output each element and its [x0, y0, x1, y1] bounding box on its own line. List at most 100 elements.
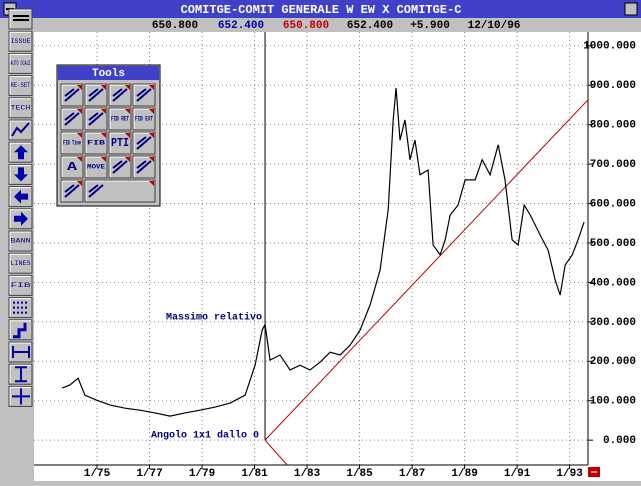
tool-button[interactable]	[8, 97, 33, 119]
y-tick-label: 600.000	[590, 198, 636, 210]
y-tick-label: 100.000	[590, 396, 636, 408]
toolbar-label: BANN	[11, 238, 32, 245]
quote-value: 652.400	[347, 20, 393, 32]
y-tick-label: 400.000	[590, 277, 636, 289]
quote-value: 650.800	[152, 20, 198, 32]
button-bevel	[85, 180, 154, 201]
toolbar-icon	[15, 366, 27, 383]
tool-button[interactable]	[84, 155, 108, 179]
annotation: Massimo relativo	[166, 312, 262, 324]
palette-corner	[149, 109, 154, 114]
toolbar-icon	[13, 301, 29, 314]
button-bevel	[9, 298, 31, 317]
tool-button[interactable]	[60, 131, 84, 155]
quote-value: 12/10/96	[468, 20, 521, 32]
palette-icon	[64, 88, 80, 102]
tool-button[interactable]	[8, 274, 33, 296]
button-bevel	[133, 132, 154, 153]
palette-icon	[112, 88, 128, 102]
y-tick-label: 200.000	[590, 356, 636, 368]
toolbar-icon	[14, 145, 28, 160]
palette-label: FIB EXT	[135, 116, 153, 123]
palette-title: Tools	[92, 68, 125, 80]
button-bevel	[9, 231, 31, 250]
palette-label: FIB Time	[63, 140, 81, 147]
palette-corner	[149, 157, 154, 162]
button-bevel	[9, 275, 31, 295]
button-bevel	[9, 142, 31, 162]
left-toolbar: ISSUE AUTO SCALE RE-SET TECH BANN LINES FIB	[8, 8, 33, 407]
palette-corner	[149, 181, 154, 186]
palette-label: FIB	[87, 140, 106, 147]
button-bevel	[133, 108, 154, 129]
toolbar-icon	[12, 388, 30, 405]
palette-label: A	[67, 160, 78, 174]
maximize-button[interactable]	[624, 2, 638, 16]
y-tick-label: 900.000	[590, 80, 636, 92]
palette-icon	[112, 160, 128, 174]
tool-button[interactable]	[8, 297, 33, 319]
toolbar-label: ISSUE	[11, 38, 31, 45]
palette-icon	[136, 136, 152, 150]
button-bevel	[9, 164, 31, 184]
tool-button[interactable]	[8, 52, 33, 74]
toolbar-icon	[12, 346, 30, 358]
palette-icon	[88, 112, 104, 126]
tool-button[interactable]	[108, 107, 132, 131]
tool-button[interactable]	[60, 155, 84, 179]
button-bevel	[9, 9, 31, 28]
toolbar-icon	[13, 322, 27, 339]
toolbar-label: TECH	[11, 104, 32, 111]
button-bevel	[9, 253, 31, 273]
button-bevel	[109, 156, 130, 177]
title-bar	[0, 0, 641, 18]
button-bevel	[9, 187, 31, 206]
toolbar-icon	[14, 211, 29, 226]
palette-corner	[101, 109, 106, 114]
quote-value: 650.800	[283, 20, 329, 32]
tool-button[interactable]	[8, 230, 33, 252]
palette-icon	[88, 88, 104, 102]
palette-corner	[125, 109, 130, 114]
palette-corner	[149, 85, 154, 90]
button-bevel	[9, 342, 31, 361]
button-bevel	[109, 84, 130, 105]
button-bevel	[9, 364, 31, 384]
toolbar-icon	[13, 189, 28, 204]
button-bevel	[61, 132, 82, 153]
x-tick-label: 1/91	[504, 468, 531, 480]
palette-corner	[149, 133, 154, 138]
x-tick-label: 1/79	[189, 468, 215, 480]
tool-button[interactable]	[84, 131, 108, 155]
palette-corner	[125, 85, 130, 90]
button-bevel	[61, 108, 82, 129]
x-tick-label: 1/87	[399, 468, 425, 480]
palette-corner	[77, 181, 82, 186]
palette-corner	[101, 157, 106, 162]
palette-corner	[77, 109, 82, 114]
price-line	[61, 87, 585, 417]
tool-button[interactable]	[8, 30, 33, 52]
button-bevel	[133, 84, 154, 105]
trend-line	[264, 99, 588, 441]
x-tick-label: 1/93	[556, 468, 583, 480]
toolbar-icon	[11, 122, 30, 137]
palette-title-bar	[58, 66, 159, 80]
palette-corner	[77, 85, 82, 90]
tool-button[interactable]	[132, 107, 156, 131]
quote-bar	[34, 18, 641, 32]
tool-button[interactable]	[108, 131, 132, 155]
palette-corner	[101, 85, 106, 90]
toolbar-label: FIB	[11, 282, 32, 289]
palette-corner	[77, 157, 82, 162]
button-bevel	[133, 156, 154, 177]
tool-button[interactable]	[8, 252, 33, 274]
button-bevel	[9, 98, 31, 117]
toolbar-label: RE-SET	[11, 82, 31, 89]
x-tick-label: 1/89	[451, 468, 477, 480]
toolbar-icon	[14, 167, 28, 182]
palette-corner	[125, 133, 130, 138]
tool-button[interactable]	[8, 75, 33, 97]
toolbar-label: LINES	[11, 260, 31, 267]
